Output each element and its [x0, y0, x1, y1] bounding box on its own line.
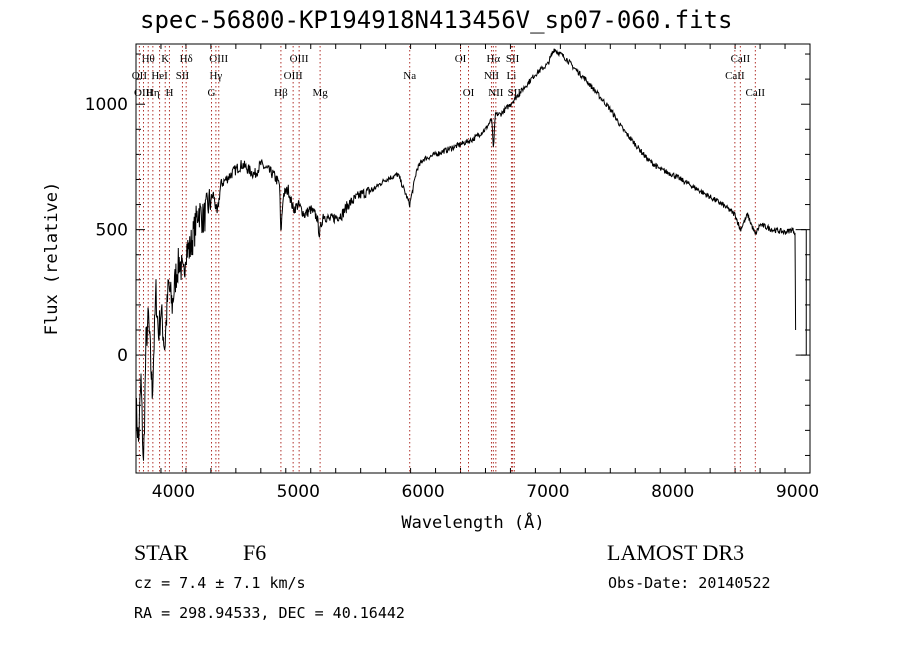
spectral-line-label: G — [208, 87, 216, 99]
obs-date: Obs-Date: 20140522 — [608, 574, 771, 592]
spectral-line-label: CaII — [725, 70, 745, 82]
spectral-line-label: OIII — [134, 87, 153, 99]
spectral-line-label: OIII — [284, 70, 303, 82]
chart-title: spec-56800-KP194918N413456V_sp07-060.fit… — [140, 6, 733, 34]
spectral-line-label: HeI — [151, 70, 168, 82]
spectral-line-label: Hη — [146, 87, 160, 99]
spectral-line-label: SII — [506, 53, 520, 65]
spectral-line-label: Mg — [312, 87, 328, 99]
spectral-line-label: Hδ — [180, 53, 193, 65]
spectral-line-label: CaII — [731, 53, 751, 65]
object-class: STAR — [134, 540, 189, 565]
x-tick-label: 6000 — [401, 482, 444, 502]
x-tick-label: 7000 — [526, 482, 569, 502]
spectral-line-label: K — [161, 53, 169, 65]
spectral-subclass: F6 — [243, 540, 267, 565]
spectral-line-label: CaII — [746, 87, 766, 99]
x-tick-label: 4000 — [152, 482, 195, 502]
spectral-line-label: Hα — [486, 53, 500, 65]
spectral-line-label: SII — [176, 70, 190, 82]
spectral-line-label: OI — [455, 53, 467, 65]
ra-dec: RA = 298.94533, DEC = 40.16442 — [134, 604, 405, 622]
spectral-line-label: Hγ — [209, 70, 222, 82]
spectral-line-label: Na — [403, 70, 416, 82]
spectral-line-label: OIII — [290, 53, 309, 65]
spectrum-line — [135, 48, 797, 461]
spectral-line-label: NII — [484, 70, 500, 82]
y-tick-label: 0 — [117, 346, 128, 366]
spectral-line-label: H — [165, 87, 173, 99]
y-tick-label: 1000 — [85, 95, 128, 115]
spectral-line-label: NII — [488, 87, 504, 99]
plot-frame — [135, 43, 811, 474]
spectral-line-label: Hθ — [142, 53, 155, 65]
x-tick-label: 8000 — [651, 482, 694, 502]
cz-value: cz = 7.4 ± 7.1 km/s — [134, 574, 306, 592]
x-axis-label: Wavelength (Å) — [401, 511, 544, 533]
x-tick-label: 9000 — [776, 482, 819, 502]
spectral-line-label: Li — [507, 70, 517, 82]
spectral-line-label: OIII — [209, 53, 228, 65]
y-tick-label: 500 — [96, 221, 128, 241]
spectral-line-label: Hβ — [274, 87, 288, 99]
y-axis-label: Flux (relative) — [42, 182, 62, 336]
x-tick-label: 5000 — [277, 482, 320, 502]
spectral-line-label: OI — [463, 87, 475, 99]
spectral-line-label: OII — [132, 70, 148, 82]
survey-name: LAMOST DR3 — [607, 540, 745, 565]
